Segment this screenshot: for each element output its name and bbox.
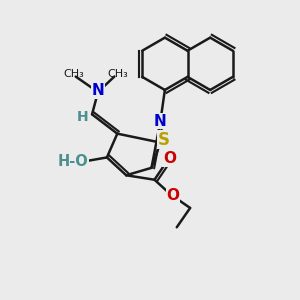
Text: H-O: H-O <box>57 154 88 169</box>
Text: N: N <box>154 114 167 129</box>
Text: O: O <box>163 152 176 166</box>
Text: CH₃: CH₃ <box>64 69 85 79</box>
Text: N: N <box>92 83 104 98</box>
Text: H: H <box>77 110 88 124</box>
Text: O: O <box>167 188 180 203</box>
Text: CH₃: CH₃ <box>107 69 128 79</box>
Text: S: S <box>158 130 170 148</box>
